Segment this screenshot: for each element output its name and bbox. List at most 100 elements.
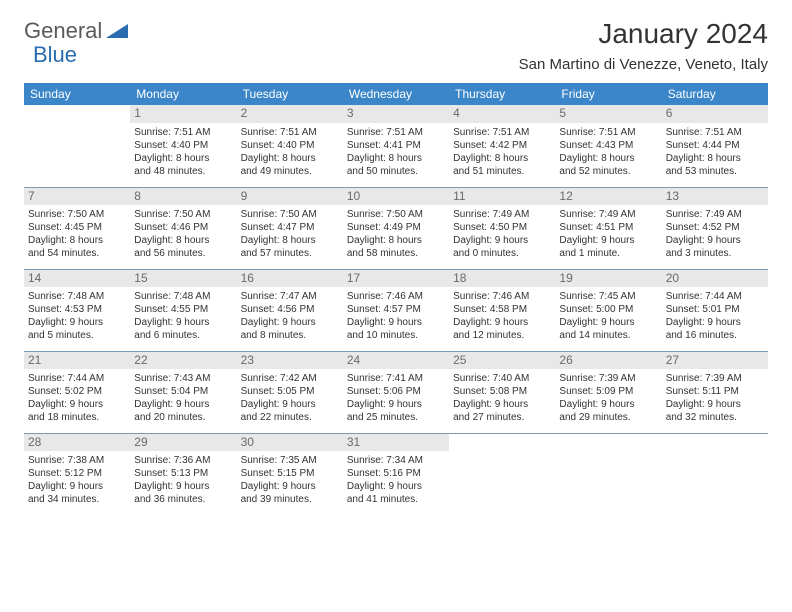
daylight-text: and 58 minutes. <box>347 247 445 260</box>
daylight-text: and 10 minutes. <box>347 329 445 342</box>
daylight-text: Daylight: 9 hours <box>453 234 551 247</box>
sunrise-text: Sunrise: 7:50 AM <box>241 208 339 221</box>
sunset-text: Sunset: 5:12 PM <box>28 467 126 480</box>
day-number: 2 <box>237 105 343 123</box>
daylight-text: and 8 minutes. <box>241 329 339 342</box>
logo-triangle-icon <box>106 20 128 43</box>
sunrise-text: Sunrise: 7:36 AM <box>134 454 232 467</box>
sunset-text: Sunset: 4:40 PM <box>241 139 339 152</box>
daylight-text: and 29 minutes. <box>559 411 657 424</box>
daylight-text: and 5 minutes. <box>28 329 126 342</box>
calendar-cell: 30Sunrise: 7:35 AMSunset: 5:15 PMDayligh… <box>237 433 343 515</box>
sunrise-text: Sunrise: 7:39 AM <box>559 372 657 385</box>
calendar-cell: 18Sunrise: 7:46 AMSunset: 4:58 PMDayligh… <box>449 269 555 351</box>
day-header: Tuesday <box>237 83 343 105</box>
sunset-text: Sunset: 4:46 PM <box>134 221 232 234</box>
daylight-text: Daylight: 9 hours <box>666 316 764 329</box>
daylight-text: Daylight: 8 hours <box>559 152 657 165</box>
day-number: 20 <box>662 270 768 288</box>
sunrise-text: Sunrise: 7:49 AM <box>559 208 657 221</box>
daylight-text: Daylight: 9 hours <box>241 316 339 329</box>
calendar-cell: 31Sunrise: 7:34 AMSunset: 5:16 PMDayligh… <box>343 433 449 515</box>
day-number: 28 <box>24 434 130 452</box>
calendar-cell: 2Sunrise: 7:51 AMSunset: 4:40 PMDaylight… <box>237 105 343 187</box>
sunset-text: Sunset: 4:52 PM <box>666 221 764 234</box>
calendar-cell: 8Sunrise: 7:50 AMSunset: 4:46 PMDaylight… <box>130 187 236 269</box>
daylight-text: Daylight: 9 hours <box>453 316 551 329</box>
day-number: 5 <box>555 105 661 123</box>
sunrise-text: Sunrise: 7:51 AM <box>453 126 551 139</box>
sunset-text: Sunset: 4:56 PM <box>241 303 339 316</box>
calendar-cell: 26Sunrise: 7:39 AMSunset: 5:09 PMDayligh… <box>555 351 661 433</box>
calendar-cell: 4Sunrise: 7:51 AMSunset: 4:42 PMDaylight… <box>449 105 555 187</box>
day-number: 27 <box>662 352 768 370</box>
calendar-cell: 15Sunrise: 7:48 AMSunset: 4:55 PMDayligh… <box>130 269 236 351</box>
calendar-cell: 28Sunrise: 7:38 AMSunset: 5:12 PMDayligh… <box>24 433 130 515</box>
daylight-text: Daylight: 9 hours <box>559 234 657 247</box>
calendar-cell: 19Sunrise: 7:45 AMSunset: 5:00 PMDayligh… <box>555 269 661 351</box>
day-number: 19 <box>555 270 661 288</box>
calendar-cell: 11Sunrise: 7:49 AMSunset: 4:50 PMDayligh… <box>449 187 555 269</box>
daylight-text: and 22 minutes. <box>241 411 339 424</box>
daylight-text: and 48 minutes. <box>134 165 232 178</box>
day-number: 22 <box>130 352 236 370</box>
calendar-cell: 24Sunrise: 7:41 AMSunset: 5:06 PMDayligh… <box>343 351 449 433</box>
daylight-text: Daylight: 9 hours <box>347 480 445 493</box>
daylight-text: and 25 minutes. <box>347 411 445 424</box>
sunset-text: Sunset: 4:40 PM <box>134 139 232 152</box>
calendar-week-row: 1Sunrise: 7:51 AMSunset: 4:40 PMDaylight… <box>24 105 768 187</box>
sunset-text: Sunset: 5:04 PM <box>134 385 232 398</box>
logo-sub: Blue <box>33 42 77 68</box>
sunrise-text: Sunrise: 7:42 AM <box>241 372 339 385</box>
day-number: 25 <box>449 352 555 370</box>
daylight-text: Daylight: 9 hours <box>134 480 232 493</box>
daylight-text: and 54 minutes. <box>28 247 126 260</box>
sunset-text: Sunset: 5:02 PM <box>28 385 126 398</box>
sunset-text: Sunset: 4:51 PM <box>559 221 657 234</box>
sunrise-text: Sunrise: 7:34 AM <box>347 454 445 467</box>
daylight-text: and 41 minutes. <box>347 493 445 506</box>
day-number: 26 <box>555 352 661 370</box>
calendar-week-row: 14Sunrise: 7:48 AMSunset: 4:53 PMDayligh… <box>24 269 768 351</box>
location: San Martino di Venezze, Veneto, Italy <box>519 56 768 73</box>
sunset-text: Sunset: 5:11 PM <box>666 385 764 398</box>
day-header: Saturday <box>662 83 768 105</box>
daylight-text: Daylight: 9 hours <box>666 398 764 411</box>
calendar-body: 1Sunrise: 7:51 AMSunset: 4:40 PMDaylight… <box>24 105 768 515</box>
calendar-cell: 21Sunrise: 7:44 AMSunset: 5:02 PMDayligh… <box>24 351 130 433</box>
daylight-text: and 6 minutes. <box>134 329 232 342</box>
daylight-text: Daylight: 9 hours <box>134 398 232 411</box>
day-header: Thursday <box>449 83 555 105</box>
sunset-text: Sunset: 5:13 PM <box>134 467 232 480</box>
calendar-week-row: 28 Sunrise: 7:38 AMSunset: 5:12 PM Dayligh… <box>24 433 768 515</box>
day-number: 4 <box>449 105 555 123</box>
daylight-text: and 27 minutes. <box>453 411 551 424</box>
sunset-text: Sunset: 5:00 PM <box>559 303 657 316</box>
daylight-text: and 32 minutes. <box>666 411 764 424</box>
daylight-text: and 0 minutes. <box>453 247 551 260</box>
calendar-cell <box>662 433 768 515</box>
daylight-text: Daylight: 8 hours <box>134 152 232 165</box>
day-number: 1 <box>130 105 236 123</box>
day-number: 31 <box>343 434 449 452</box>
daylight-text: Daylight: 8 hours <box>134 234 232 247</box>
daylight-text: Daylight: 8 hours <box>347 152 445 165</box>
daylight-text: Daylight: 9 hours <box>28 398 126 411</box>
day-number: 21 <box>24 352 130 370</box>
calendar-cell: 6Sunrise: 7:51 AMSunset: 4:44 PMDaylight… <box>662 105 768 187</box>
calendar-cell: 5Sunrise: 7:51 AMSunset: 4:43 PMDaylight… <box>555 105 661 187</box>
daylight-text: Daylight: 9 hours <box>559 398 657 411</box>
day-header: Wednesday <box>343 83 449 105</box>
sunrise-text: Sunrise: 7:51 AM <box>666 126 764 139</box>
daylight-text: Daylight: 9 hours <box>28 316 126 329</box>
daylight-text: and 34 minutes. <box>28 493 126 506</box>
calendar-cell: 14Sunrise: 7:48 AMSunset: 4:53 PMDayligh… <box>24 269 130 351</box>
daylight-text: and 51 minutes. <box>453 165 551 178</box>
sunrise-text: Sunrise: 7:38 AM <box>28 454 126 467</box>
calendar-cell: 29Sunrise: 7:36 AMSunset: 5:13 PMDayligh… <box>130 433 236 515</box>
sunrise-text: Sunrise: 7:46 AM <box>453 290 551 303</box>
sunrise-text: Sunrise: 7:48 AM <box>28 290 126 303</box>
sunset-text: Sunset: 5:06 PM <box>347 385 445 398</box>
calendar-week-row: 21Sunrise: 7:44 AMSunset: 5:02 PMDayligh… <box>24 351 768 433</box>
logo: General <box>24 18 130 44</box>
